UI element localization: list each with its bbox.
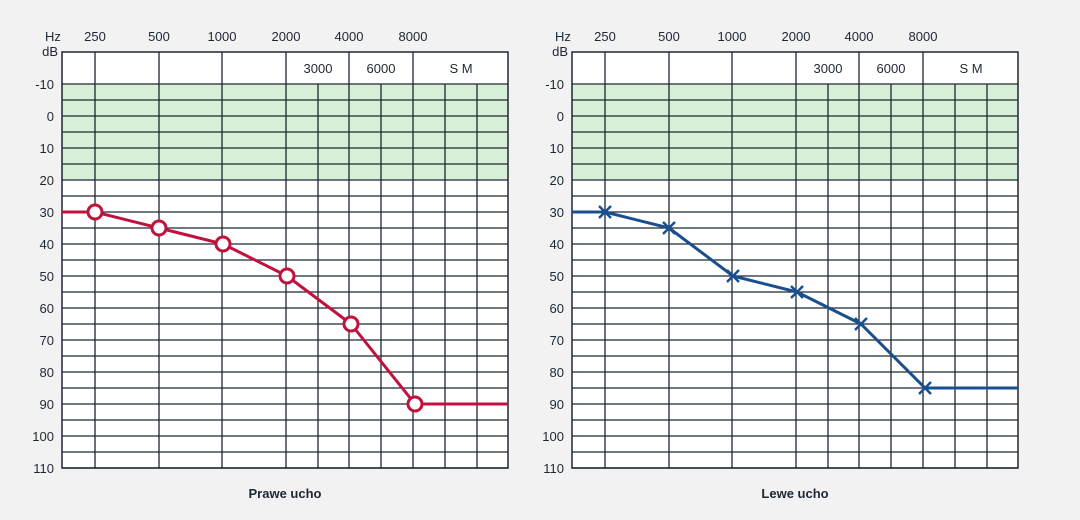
data-point-x xyxy=(854,317,868,331)
marker-stroke xyxy=(598,205,612,219)
plot-border xyxy=(61,51,509,469)
y-tick-label: -10 xyxy=(545,77,564,92)
x-inner-label: 6000 xyxy=(367,61,396,76)
data-point-circle xyxy=(406,395,424,413)
y-tick-label: 110 xyxy=(33,461,54,476)
y-tick-label: 10 xyxy=(40,141,54,156)
x-tick-label: 500 xyxy=(148,29,170,44)
data-point-circle xyxy=(342,315,360,333)
marker-stroke xyxy=(662,221,676,235)
plot-border xyxy=(571,51,1019,469)
y-tick-label: 100 xyxy=(542,429,564,444)
x-inner-label: S M xyxy=(449,61,472,76)
data-point-x xyxy=(726,269,740,283)
y-unit-label: dB xyxy=(42,44,58,59)
x-tick-label: 8000 xyxy=(909,29,938,44)
y-tick-label: 20 xyxy=(550,173,564,188)
x-tick-label: 1000 xyxy=(208,29,237,44)
x-unit-label: Hz xyxy=(555,29,571,44)
y-tick-label: 90 xyxy=(40,397,54,412)
x-tick-label: 500 xyxy=(658,29,680,44)
x-tick-label: 2000 xyxy=(272,29,301,44)
y-tick-label: 90 xyxy=(550,397,564,412)
x-tick-label: 1000 xyxy=(718,29,747,44)
y-tick-label: 0 xyxy=(557,109,564,124)
x-inner-label: 3000 xyxy=(814,61,843,76)
y-tick-label: 50 xyxy=(40,269,54,284)
series-line xyxy=(572,210,1018,390)
x-tick-label: 250 xyxy=(84,29,106,44)
marker-stroke xyxy=(854,317,868,331)
x-inner-label: 6000 xyxy=(877,61,906,76)
y-tick-label: -10 xyxy=(35,77,54,92)
x-tick-label: 4000 xyxy=(335,29,364,44)
y-tick-label: 80 xyxy=(40,365,54,380)
marker-stroke xyxy=(790,285,804,299)
y-tick-label: 100 xyxy=(32,429,54,444)
y-unit-label: dB xyxy=(552,44,568,59)
series-line xyxy=(62,210,508,406)
y-tick-label: 0 xyxy=(47,109,54,124)
x-unit-label: Hz xyxy=(45,29,61,44)
data-point-circle xyxy=(150,219,168,237)
y-tick-label: 80 xyxy=(550,365,564,380)
y-tick-label: 30 xyxy=(550,205,564,220)
data-point-x xyxy=(918,381,932,395)
data-point-x xyxy=(790,285,804,299)
data-point-x xyxy=(662,221,676,235)
y-tick-label: 70 xyxy=(40,333,54,348)
chart-title: Prawe ucho xyxy=(249,486,322,501)
data-point-x xyxy=(598,205,612,219)
y-tick-label: 10 xyxy=(550,141,564,156)
y-tick-label: 60 xyxy=(550,301,564,316)
y-tick-label: 40 xyxy=(40,237,54,252)
data-point-circle xyxy=(86,203,104,221)
y-tick-label: 30 xyxy=(40,205,54,220)
data-point-circle xyxy=(278,267,296,285)
chart-title: Lewe ucho xyxy=(761,486,828,501)
x-inner-label: S M xyxy=(959,61,982,76)
y-tick-label: 60 xyxy=(40,301,54,316)
y-tick-label: 20 xyxy=(40,173,54,188)
x-tick-label: 250 xyxy=(594,29,616,44)
y-tick-label: 40 xyxy=(550,237,564,252)
marker-stroke xyxy=(726,269,740,283)
data-point-circle xyxy=(214,235,232,253)
y-tick-label: 110 xyxy=(543,461,564,476)
x-tick-label: 2000 xyxy=(782,29,811,44)
x-tick-label: 4000 xyxy=(845,29,874,44)
x-inner-label: 3000 xyxy=(304,61,333,76)
x-tick-label: 8000 xyxy=(399,29,428,44)
y-tick-label: 70 xyxy=(550,333,564,348)
y-tick-label: 50 xyxy=(550,269,564,284)
marker-stroke xyxy=(918,381,932,395)
